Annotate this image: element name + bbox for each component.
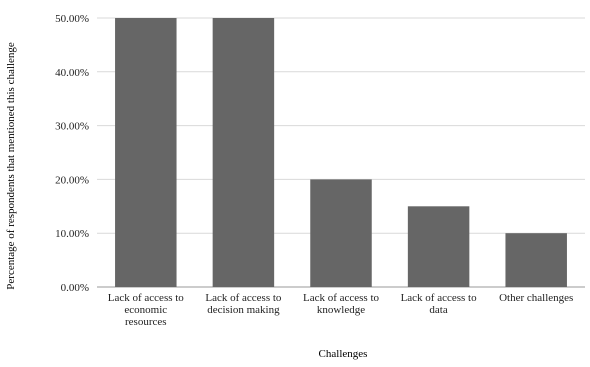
y-tick-label: 10.00% <box>55 228 89 240</box>
bar <box>310 179 372 287</box>
bars <box>115 18 567 287</box>
x-axis-ticks: Lack of access to economic resources Lack o… <box>108 292 574 328</box>
y-axis-label: Percentage of respondents that mentioned… <box>5 42 17 290</box>
y-tick-label: 40.00% <box>55 67 89 79</box>
y-tick-label: 20.00% <box>55 174 89 186</box>
y-tick-label: 0.00% <box>61 282 89 294</box>
y-tick-label: 30.00% <box>55 121 89 133</box>
bar <box>115 18 177 287</box>
bar <box>407 206 470 287</box>
x-tick-label: Lack of access to decision making <box>205 292 282 316</box>
y-tick-label: 50.00% <box>55 13 89 25</box>
y-axis-ticks: 0.00% 10.00% 20.00% 30.00% 40.00% 50.00% <box>55 13 89 294</box>
x-tick-label: Other challenges <box>499 292 573 304</box>
x-axis-label: Challenges <box>319 348 368 360</box>
x-tick-label: Lack of access to economic resources <box>108 292 185 328</box>
x-tick-label: Lack of access to data <box>401 292 478 316</box>
bar <box>212 18 275 287</box>
x-tick-label: Lack of access to knowledge <box>303 292 380 316</box>
bar <box>505 233 567 287</box>
